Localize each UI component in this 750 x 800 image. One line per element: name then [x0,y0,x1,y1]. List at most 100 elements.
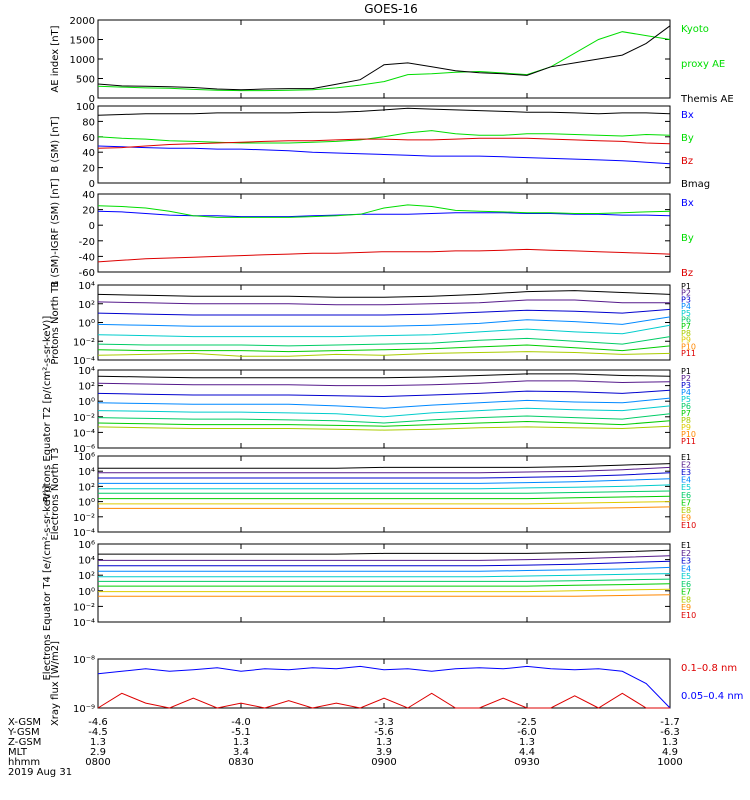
series-line-e5 [98,484,671,490]
legend-label: P8 [681,329,691,338]
info-value: 2.9 [90,747,106,758]
y-tick-label: 10⁻² [73,602,95,613]
legend-label: P11 [681,437,696,446]
legend-label: 0.1–0.8 nm [681,663,737,674]
legend-label: P3 [681,295,691,304]
y-tick-label: 80 [82,117,95,128]
series-line-e7 [98,583,671,587]
info-row-label: X-GSM [8,717,41,728]
info-value: 0930 [514,757,539,768]
series-line-e4 [98,478,671,484]
info-value: -4.6 [88,717,108,728]
y-tick-label: 10⁰ [78,397,95,408]
y-axis-label: B (SM) [nT] [50,116,61,172]
legend-label: Bz [681,156,693,167]
series-line-e3 [98,472,671,479]
legend-label: E6 [681,491,691,500]
info-row-label: Z-GSM [8,737,41,748]
legend-label: E8 [681,595,691,604]
legend-label: P6 [681,316,691,325]
legend-label: E6 [681,580,691,589]
legend-label: P4 [681,302,691,311]
panel-0: 0 500 1000 1500 2000 AE index [nT] Kyoto proxy … [50,16,734,105]
series-line-p6 [97,336,671,347]
series-line-kyoto-proxy-ae [97,31,671,92]
legend-label: Bz [681,268,693,279]
legend-label: E8 [681,506,691,515]
series-line-e6 [98,578,671,582]
legend-label: P4 [681,388,691,397]
y-tick-label: 10² [78,382,95,393]
series-line-by [97,204,671,218]
y-axis-label: Electrons Equator T4 [e/(cm²-s-sr-keV)] [42,485,53,680]
series-line-e2 [98,466,671,474]
y-tick-label: 10² [78,300,95,311]
y-tick-label: 10⁴ [78,556,95,567]
y-tick-label: 10⁻⁸ [73,655,95,666]
series-line-p8 [97,425,671,431]
y-tick-label: 10⁻⁴ [73,528,95,539]
info-value: -1.7 [660,717,680,728]
y-tick-label: 10⁻⁴ [73,356,95,367]
y-tick-label: -20 [79,237,95,248]
y-tick-label: 10⁶ [78,452,95,463]
series-line-p6 [97,413,671,424]
info-value: -3.3 [374,717,394,728]
info-value: 1.3 [519,737,535,748]
series-line-p8 [97,351,671,357]
y-tick-label: 10⁰ [78,498,95,509]
y-axis-label: Protons Equator T2 [p/(cm²-s-sr-keV)] [42,316,53,503]
y-axis-label: Electrons North T3 [50,447,61,540]
legend-label: P10 [681,430,696,439]
info-value: -6.3 [660,727,680,738]
series-line-e1 [98,549,671,555]
series-line-bz [97,137,671,149]
legend-label: 0.05–0.4 nm [681,691,743,702]
panel-6: 10⁻⁴ 10⁻² 10⁰ 10² 10⁴ 10⁶ Electrons Equator T4… [42,485,696,680]
legend-label: P1 [681,367,691,376]
y-tick-label: 10⁻⁴ [73,618,95,629]
y-tick-label: 10² [78,571,95,582]
panel-5: 10⁻⁴ 10⁻² 10⁰ 10² 10⁴ 10⁶ Electrons North T3 E1… [50,447,696,540]
series-line-by [97,130,671,144]
y-tick-label: 2000 [70,16,95,27]
legend-label: P2 [681,374,691,383]
y-tick-label: 10⁰ [78,319,95,330]
y-tick-label: 10⁻² [73,513,95,524]
info-value: 4.9 [662,747,678,758]
y-tick-label: 20 [82,206,95,217]
legend-label: E4 [681,476,691,485]
legend-label: Themis AE [680,94,734,105]
legend-label: P1 [681,282,691,291]
series-line-p5 [97,405,671,418]
legend-label: E7 [681,588,691,597]
legend-label: P8 [681,416,691,425]
series-line-p5 [97,324,671,338]
y-tick-label: 60 [82,133,95,144]
series-line-e2 [98,555,671,561]
legend-label: P5 [681,395,691,404]
info-value: -4.5 [88,727,108,738]
series-line-p1 [97,373,671,379]
figure-title: GOES-16 [364,2,418,16]
legend-label: P9 [681,336,691,345]
legend-label: By [681,233,694,244]
info-value: 1.3 [90,737,106,748]
legend-label: E2 [681,461,691,470]
series-line-p3 [97,389,671,398]
legend-label: P6 [681,402,691,411]
y-tick-label: 10⁴ [78,366,95,377]
legend-label: P7 [681,322,691,331]
series-line-p2 [97,299,670,306]
series-line-e6 [98,490,671,494]
y-tick-label: 10⁻² [73,413,95,424]
series-line-p4 [97,316,671,327]
info-value: 4.4 [519,747,535,758]
legend-label: E1 [681,541,691,550]
series-line-e9 [98,506,671,509]
y-tick-label: 0 [89,179,95,190]
info-value: -6.0 [517,727,537,738]
legend-label: Kyoto [681,24,709,35]
info-value: 1000 [657,757,682,768]
